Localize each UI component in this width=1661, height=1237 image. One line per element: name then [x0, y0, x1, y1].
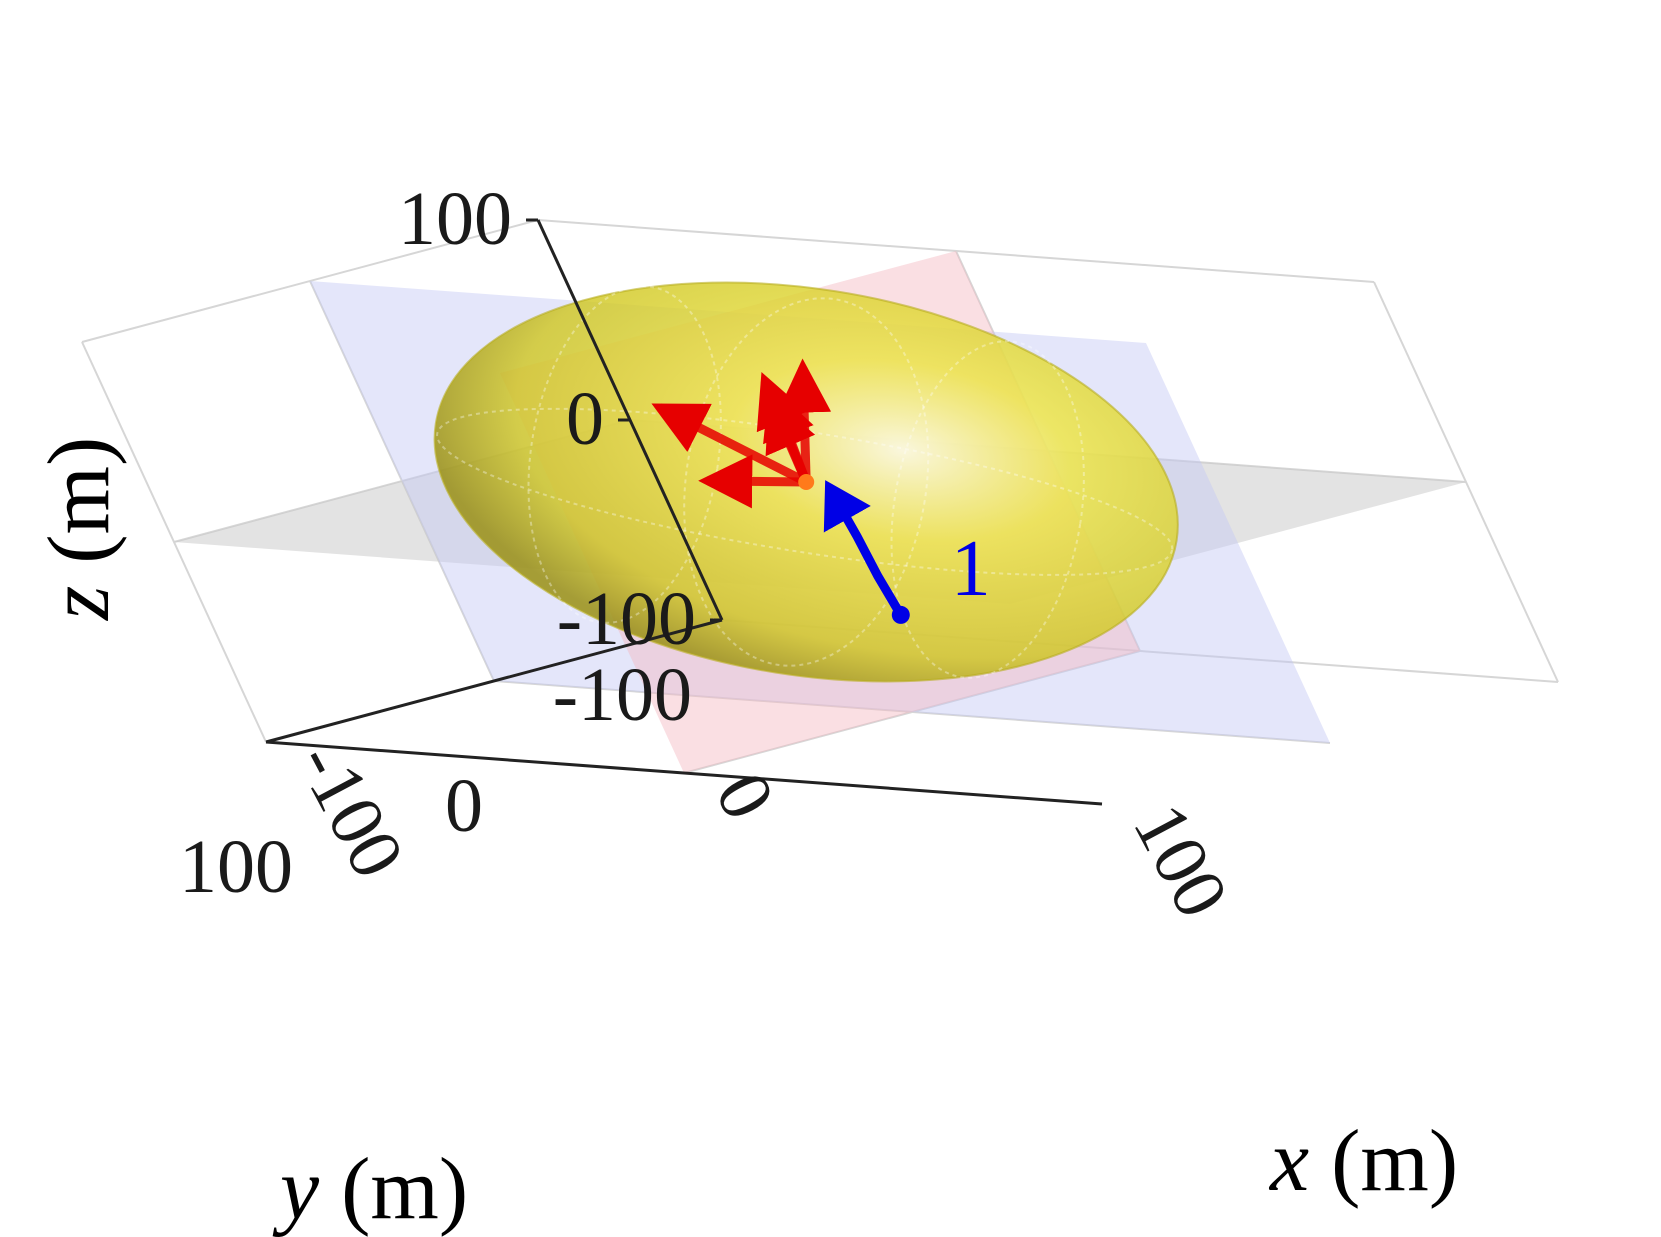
red-vector-origin: [798, 474, 815, 490]
y-tick-label: -100: [553, 653, 692, 737]
y-axis-line: [265, 618, 723, 744]
y-axis-title: y (m): [272, 1141, 468, 1237]
z-tick-label: 0: [566, 377, 604, 461]
blue-trajectory: [823, 480, 906, 620]
ellipsoid-meridian: [890, 340, 1085, 679]
x-axis-title: x (m): [1268, 1113, 1458, 1210]
blue-trajectory-start: [891, 605, 910, 624]
red-vector-5: [651, 403, 809, 487]
z-tick-label: 100: [398, 177, 512, 261]
vector-layer: 1: [651, 358, 991, 624]
y-tick-label: 100: [179, 825, 293, 909]
x-tick-label: 100: [1117, 791, 1245, 931]
red-vector-4: [765, 395, 816, 484]
ellipsoid-meridian: [683, 297, 930, 667]
red-vector-6: [698, 454, 807, 509]
gridline: [493, 680, 1331, 744]
x-tick-label: 0: [699, 760, 791, 833]
z-axis-title: z (m): [31, 437, 128, 621]
trajectory-label: 1: [951, 525, 991, 613]
x-axis-line: [265, 740, 1103, 806]
z-tick-label: -100: [557, 577, 696, 661]
y-tick-label: 0: [445, 764, 483, 848]
